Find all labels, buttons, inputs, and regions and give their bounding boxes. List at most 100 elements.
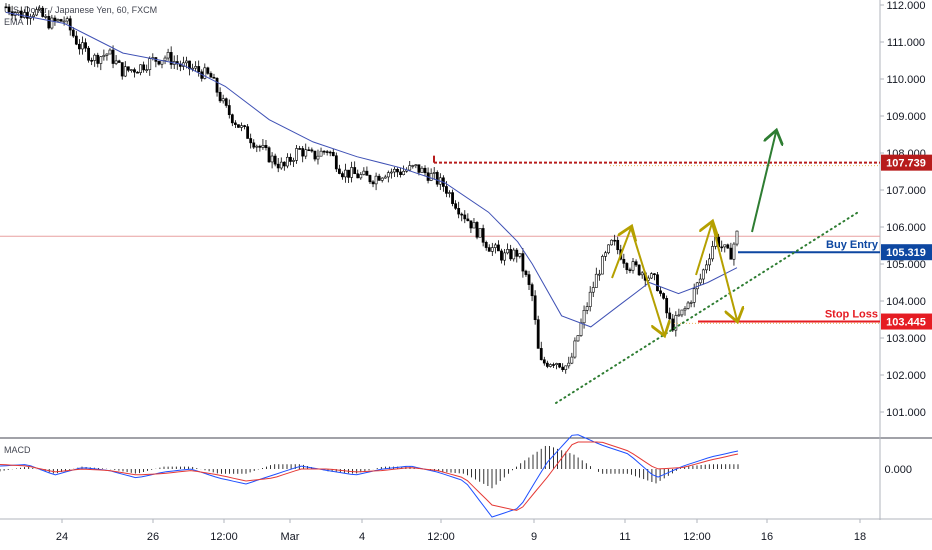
candle-up (102, 55, 106, 58)
candle-up (610, 239, 613, 246)
candle-up (686, 302, 690, 309)
candle-down (341, 173, 344, 178)
price-axis[interactable]: 112.000111.000110.000109.000108.000107.0… (880, 0, 926, 419)
time-tick-label: 12:00 (427, 531, 455, 543)
candle-down (264, 145, 268, 149)
buy-entry-price-tag[interactable]: 105.319 (881, 244, 932, 261)
candle-up (503, 252, 506, 261)
candle-down (726, 244, 730, 249)
candle-down (4, 6, 8, 9)
candle-down (227, 105, 231, 116)
candle-up (32, 14, 35, 17)
candle-down (307, 149, 311, 152)
candle-up (576, 335, 580, 342)
swing-up-arrow-1[interactable] (611, 228, 631, 279)
target-arrow[interactable] (751, 132, 776, 233)
candle-up (130, 69, 133, 71)
candle-down (539, 348, 543, 361)
price-candles (4, 3, 739, 374)
candle-down (365, 170, 369, 176)
candle-up (579, 322, 583, 336)
candle-up (408, 165, 412, 171)
candle-up (108, 49, 112, 55)
candle-down (625, 263, 629, 271)
candle-down (90, 59, 94, 62)
candle-down (276, 163, 280, 169)
candle-up (429, 173, 433, 181)
candle-down (729, 247, 733, 260)
swing-up-arrow-2[interactable] (695, 223, 712, 276)
candle-up (44, 16, 48, 18)
candle-up (56, 19, 60, 22)
candle-up (414, 164, 418, 167)
candle-down (377, 175, 381, 181)
candle-down (252, 142, 256, 148)
candle-down (521, 253, 525, 272)
candle-up (506, 249, 510, 254)
candle-down (212, 77, 216, 79)
candle-up (701, 269, 705, 280)
candle-down (613, 239, 617, 242)
candle-down (111, 49, 115, 64)
candle-up (304, 149, 308, 157)
candle-down (536, 319, 540, 349)
candle-up (732, 243, 736, 260)
candle-down (258, 145, 262, 148)
candle-down (142, 64, 146, 71)
resistance-price-tag[interactable]: 107.739 (881, 154, 932, 171)
candle-down (78, 43, 81, 50)
candle-down (301, 148, 305, 157)
candle-down (497, 244, 500, 252)
time-tick-label: 18 (854, 531, 866, 543)
candle-down (484, 242, 488, 248)
candle-up (344, 169, 347, 178)
candle-down (542, 359, 546, 364)
candle-up (292, 160, 295, 162)
ascending-trendline[interactable] (555, 210, 861, 404)
swing-down-arrow-2[interactable] (711, 222, 737, 320)
candle-up (393, 168, 396, 173)
candle-down (19, 10, 23, 18)
price-tick-label: 102.000 (886, 370, 926, 382)
candle-up (573, 340, 577, 358)
candle-up (270, 155, 274, 163)
candle-down (87, 47, 90, 61)
candle-up (649, 273, 653, 279)
candle-up (65, 18, 69, 22)
candle-down (188, 60, 191, 70)
candle-down (267, 147, 271, 163)
candle-down (133, 69, 136, 73)
candle-up (582, 309, 586, 324)
price-tick-label: 105.000 (886, 259, 926, 271)
macd-zero-label: 0.000 (884, 464, 912, 476)
candle-down (561, 366, 565, 371)
candle-up (564, 365, 568, 371)
candle-down (445, 186, 448, 194)
candle-down (463, 214, 467, 220)
time-tick-label: 12:00 (210, 531, 238, 543)
candle-down (233, 122, 237, 125)
candle-up (185, 60, 188, 64)
candle-up (680, 309, 684, 316)
candle-up (677, 314, 681, 317)
candle-up (631, 261, 635, 271)
candle-up (604, 252, 607, 257)
price-tick-label: 103.000 (886, 333, 926, 345)
candle-up (448, 192, 451, 194)
candle-down (662, 293, 665, 299)
candle-up (705, 264, 708, 271)
stop-loss-price-tag[interactable]: 103.445 (881, 313, 932, 330)
candle-up (99, 56, 103, 64)
candle-up (683, 308, 687, 311)
candle-down (524, 270, 528, 275)
time-axis[interactable]: 24 26 12:00 Mar 4 12:00 9 11 12:00 16 18 (56, 519, 866, 543)
candle-up (22, 12, 26, 18)
swing-down-arrow-1[interactable] (630, 227, 664, 334)
price-tick-label: 110.000 (887, 74, 926, 86)
candle-down (533, 295, 537, 320)
candle-up (698, 278, 702, 284)
candle-up (570, 356, 574, 364)
candle-up (194, 66, 198, 69)
